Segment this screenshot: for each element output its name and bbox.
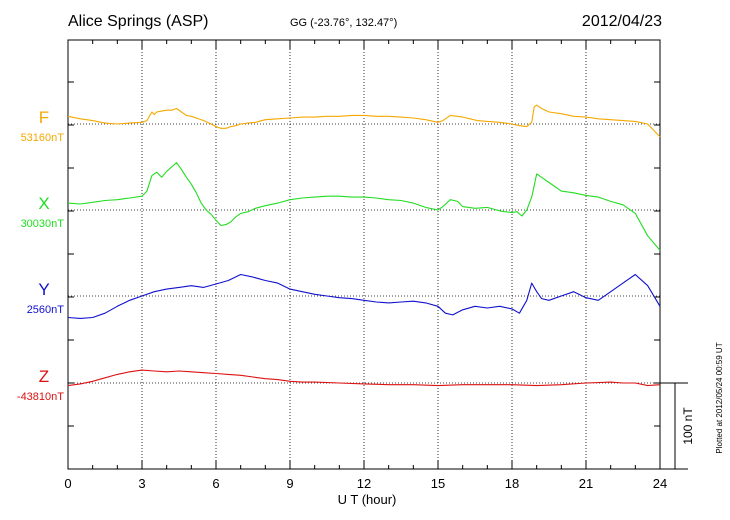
x-tick-label: 15 (431, 476, 445, 491)
x-tick-label: 9 (286, 476, 293, 491)
x-axis-label: U T (hour) (338, 492, 397, 507)
tick-marks (67, 40, 661, 470)
series-line-y (67, 273, 661, 319)
scale-bar: 100 nT (660, 382, 695, 470)
x-tick-label: 24 (653, 476, 667, 491)
grid-lines (68, 40, 660, 469)
series-baseline-y: 2560nT (27, 304, 65, 316)
x-tick-label: 21 (579, 476, 593, 491)
scale-bar-label: 100 nT (681, 407, 695, 445)
plot-frame (67, 39, 661, 470)
series-baseline-f: 53160nT (21, 132, 65, 144)
series-name-y: Y (38, 280, 49, 299)
x-tick-labels: 0 3 6 9 12 15 18 21 24 (64, 476, 667, 491)
x-tick-label: 12 (357, 476, 371, 491)
series-name-z: Z (39, 367, 49, 386)
series-line-f (67, 104, 661, 138)
station-title: Alice Springs (ASP) (68, 13, 209, 30)
series-line-x (67, 162, 661, 251)
series-line-z (67, 369, 661, 387)
series-name-x: X (38, 194, 49, 213)
x-tick-label: 6 (212, 476, 219, 491)
x-tick-label: 0 (64, 476, 71, 491)
x-tick-label: 18 (505, 476, 519, 491)
coordinates-label: GG (-23.76°, 132.47°) (290, 17, 397, 29)
series-baseline-z: -43810nT (17, 391, 64, 403)
x-tick-label: 3 (138, 476, 145, 491)
series-baseline-x: 30030nT (21, 218, 65, 230)
date-label: 2012/04/23 (582, 13, 662, 30)
plotted-at-note: Plotted at 2012/05/24 00:59 UT (715, 342, 724, 453)
series-lines (67, 104, 661, 387)
series-name-f: F (39, 108, 49, 127)
series-labels: F 53160nT X 30030nT Y 2560nT Z -43810nT (17, 108, 64, 403)
